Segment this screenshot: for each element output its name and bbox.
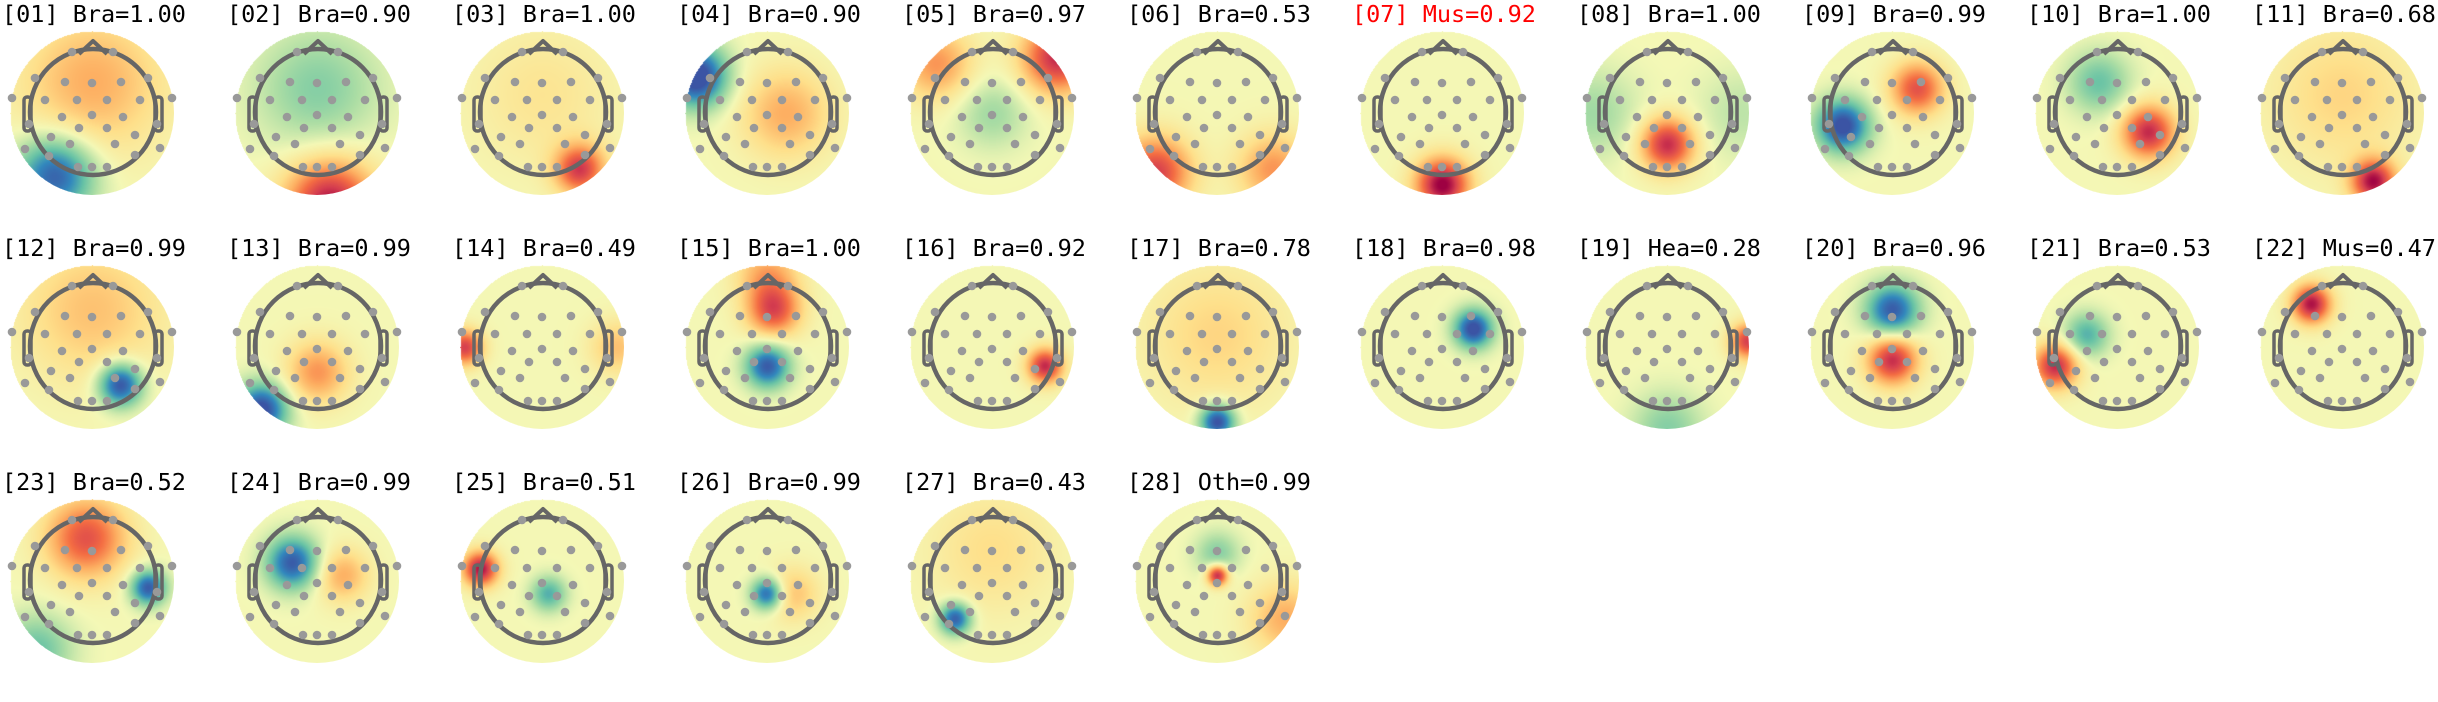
- topomap-panel: [14] Bra=0.49: [450, 234, 675, 468]
- topomap-heatmap: [1135, 265, 1299, 429]
- topomap-title: [22] Mus=0.47: [2252, 234, 2436, 262]
- topomap-heatmap: [235, 31, 399, 195]
- topomap-panel: [08] Bra=1.00: [1575, 0, 1800, 234]
- topomap-title: [02] Bra=0.90: [227, 0, 411, 28]
- topomap-title: [28] Oth=0.99: [1127, 468, 1311, 496]
- topomap-title: [01] Bra=1.00: [2, 0, 186, 28]
- topomap-panel: [20] Bra=0.96: [1800, 234, 2025, 468]
- topomap-heatmap: [685, 31, 849, 195]
- topomap-heatmap: [2260, 265, 2424, 429]
- topomap-heatmap: [910, 499, 1074, 663]
- topomap-title: [07] Mus=0.92: [1352, 0, 1536, 28]
- topomap-panel: [13] Bra=0.99: [225, 234, 450, 468]
- topomap-panel: [04] Bra=0.90: [675, 0, 900, 234]
- topomap-heatmap: [10, 31, 174, 195]
- topomap-panel: [22] Mus=0.47: [2250, 234, 2438, 468]
- topomap-heatmap: [10, 265, 174, 429]
- topomap-title: [11] Bra=0.68: [2252, 0, 2436, 28]
- topomap-panel: [09] Bra=0.99: [1800, 0, 2025, 234]
- topomap-title: [16] Bra=0.92: [902, 234, 1086, 262]
- topomap-heatmap: [2035, 265, 2199, 429]
- topomap-title: [26] Bra=0.99: [677, 468, 861, 496]
- topomap-panel: [19] Hea=0.28: [1575, 234, 1800, 468]
- topomap-panel: [17] Bra=0.78: [1125, 234, 1350, 468]
- topomap-panel: [02] Bra=0.90: [225, 0, 450, 234]
- topomap-panel: [15] Bra=1.00: [675, 234, 900, 468]
- topomap-heatmap: [460, 265, 624, 429]
- topomap-heatmap: [2260, 31, 2424, 195]
- topomap-panel: [21] Bra=0.53: [2025, 234, 2250, 468]
- topomap-heatmap: [910, 31, 1074, 195]
- topomap-title: [25] Bra=0.51: [452, 468, 636, 496]
- topomap-title: [19] Hea=0.28: [1577, 234, 1761, 262]
- topomap-panel: [07] Mus=0.92: [1350, 0, 1575, 234]
- topomap-title: [21] Bra=0.53: [2027, 234, 2211, 262]
- topomap-title: [20] Bra=0.96: [1802, 234, 1986, 262]
- topomap-title: [14] Bra=0.49: [452, 234, 636, 262]
- topomap-title: [17] Bra=0.78: [1127, 234, 1311, 262]
- topomap-title: [03] Bra=1.00: [452, 0, 636, 28]
- topomap-title: [10] Bra=1.00: [2027, 0, 2211, 28]
- topomap-panel: [16] Bra=0.92: [900, 234, 1125, 468]
- topomap-heatmap: [910, 265, 1074, 429]
- topomap-heatmap: [235, 265, 399, 429]
- topomap-title: [06] Bra=0.53: [1127, 0, 1311, 28]
- topomap-heatmap: [2035, 31, 2199, 195]
- topomap-heatmap: [235, 499, 399, 663]
- topomap-heatmap: [685, 265, 849, 429]
- topomap-heatmap: [1585, 265, 1749, 429]
- topomap-title: [09] Bra=0.99: [1802, 0, 1986, 28]
- topomap-title: [05] Bra=0.97: [902, 0, 1086, 28]
- topomap-panel: [06] Bra=0.53: [1125, 0, 1350, 234]
- topomap-title: [13] Bra=0.99: [227, 234, 411, 262]
- topomap-heatmap: [1585, 31, 1749, 195]
- topomap-heatmap: [1360, 265, 1524, 429]
- topomap-panel: [10] Bra=1.00: [2025, 0, 2250, 234]
- topomap-title: [08] Bra=1.00: [1577, 0, 1761, 28]
- topomap-title: [27] Bra=0.43: [902, 468, 1086, 496]
- topomap-heatmap: [460, 499, 624, 663]
- topomap-heatmap: [1810, 265, 1974, 429]
- topomap-panel: [11] Bra=0.68: [2250, 0, 2438, 234]
- topomap-heatmap: [1360, 31, 1524, 195]
- topomap-title: [12] Bra=0.99: [2, 234, 186, 262]
- topomap-heatmap: [460, 31, 624, 195]
- topomap-title: [18] Bra=0.98: [1352, 234, 1536, 262]
- topomap-heatmap: [1135, 31, 1299, 195]
- topomap-heatmap: [1135, 499, 1299, 663]
- topomap-heatmap: [685, 499, 849, 663]
- topomap-panel: [27] Bra=0.43: [900, 468, 1125, 702]
- topomap-title: [24] Bra=0.99: [227, 468, 411, 496]
- topomap-heatmap: [1810, 31, 1974, 195]
- topomap-panel: [05] Bra=0.97: [900, 0, 1125, 234]
- topomap-title: [23] Bra=0.52: [2, 468, 186, 496]
- topomap-panel: [12] Bra=0.99: [0, 234, 225, 468]
- topomap-panel: [03] Bra=1.00: [450, 0, 675, 234]
- topomap-title: [15] Bra=1.00: [677, 234, 861, 262]
- topomap-title: [04] Bra=0.90: [677, 0, 861, 28]
- topomap-panel: [01] Bra=1.00: [0, 0, 225, 234]
- topomap-panel: [18] Bra=0.98: [1350, 234, 1575, 468]
- topomap-heatmap: [10, 499, 174, 663]
